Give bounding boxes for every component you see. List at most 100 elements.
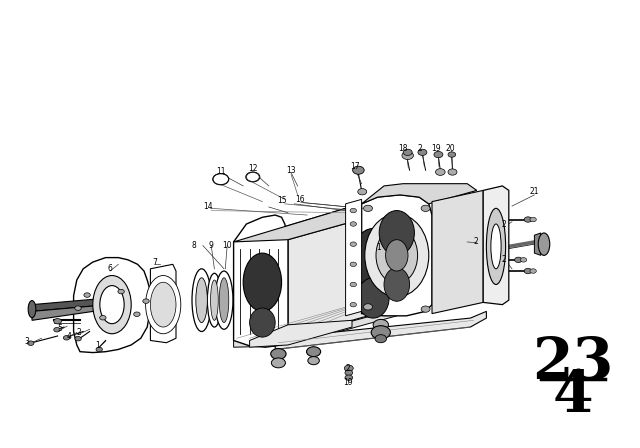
Text: 2: 2 (473, 237, 478, 246)
Polygon shape (74, 258, 150, 353)
Polygon shape (32, 305, 109, 320)
Ellipse shape (538, 233, 550, 255)
Text: 21: 21 (530, 187, 539, 196)
Text: 20: 20 (445, 144, 455, 153)
Text: 14: 14 (203, 202, 213, 211)
Ellipse shape (379, 211, 415, 255)
Circle shape (28, 341, 34, 345)
Circle shape (350, 302, 356, 307)
Ellipse shape (93, 276, 131, 334)
Circle shape (434, 151, 443, 158)
Polygon shape (346, 208, 400, 307)
Ellipse shape (308, 357, 319, 365)
Circle shape (54, 319, 61, 324)
Polygon shape (362, 195, 432, 316)
Circle shape (134, 312, 140, 316)
Ellipse shape (491, 224, 501, 269)
Circle shape (421, 306, 430, 312)
Polygon shape (346, 199, 362, 316)
Ellipse shape (196, 278, 207, 323)
Circle shape (75, 306, 81, 310)
Ellipse shape (357, 278, 389, 318)
Text: 8: 8 (191, 241, 196, 250)
Ellipse shape (435, 168, 445, 176)
Ellipse shape (376, 228, 418, 284)
Text: 7: 7 (152, 258, 157, 267)
Text: 4: 4 (552, 368, 593, 425)
Text: 17: 17 (350, 162, 360, 171)
Text: 12: 12 (248, 164, 257, 173)
Circle shape (307, 347, 321, 357)
Circle shape (375, 335, 387, 343)
Circle shape (345, 375, 353, 380)
Text: 1: 1 (95, 341, 100, 350)
Ellipse shape (271, 358, 285, 368)
Polygon shape (275, 311, 486, 349)
Ellipse shape (192, 269, 211, 332)
Text: 4: 4 (67, 332, 72, 340)
Circle shape (520, 258, 527, 262)
Polygon shape (32, 298, 109, 311)
Text: 16: 16 (294, 195, 305, 204)
Circle shape (353, 166, 364, 174)
Circle shape (54, 327, 60, 332)
Circle shape (96, 347, 102, 352)
Polygon shape (432, 190, 483, 314)
Ellipse shape (212, 173, 229, 185)
Circle shape (524, 217, 532, 222)
Polygon shape (534, 233, 541, 255)
Polygon shape (288, 208, 400, 338)
Circle shape (350, 262, 356, 267)
Circle shape (213, 174, 228, 185)
Ellipse shape (448, 169, 457, 175)
Ellipse shape (215, 271, 233, 329)
Ellipse shape (365, 214, 429, 297)
Ellipse shape (243, 253, 282, 311)
Ellipse shape (358, 189, 367, 195)
Polygon shape (250, 320, 352, 347)
Ellipse shape (352, 228, 394, 287)
Circle shape (530, 269, 536, 273)
Circle shape (448, 152, 456, 157)
Text: 2: 2 (502, 220, 507, 228)
Text: 11: 11 (216, 167, 225, 176)
Text: 2: 2 (76, 328, 81, 337)
Ellipse shape (486, 208, 506, 284)
Text: 18: 18 (399, 144, 408, 153)
Text: 1: 1 (376, 243, 381, 252)
Text: 15: 15 (276, 196, 287, 205)
Text: 2: 2 (417, 144, 422, 153)
Ellipse shape (207, 273, 221, 327)
Circle shape (364, 205, 372, 211)
Polygon shape (362, 184, 477, 204)
Text: 19: 19 (342, 378, 353, 387)
Circle shape (373, 319, 388, 330)
Text: 13: 13 (286, 166, 296, 175)
Polygon shape (234, 309, 397, 347)
Circle shape (344, 365, 353, 371)
Circle shape (350, 282, 356, 287)
Circle shape (118, 289, 124, 294)
Text: 6: 6 (108, 264, 113, 273)
Text: 9: 9 (209, 241, 214, 250)
Text: 2: 2 (502, 255, 507, 264)
Circle shape (246, 172, 259, 181)
Ellipse shape (246, 172, 260, 182)
Circle shape (271, 349, 286, 359)
Circle shape (524, 268, 532, 274)
Polygon shape (234, 208, 400, 242)
Ellipse shape (385, 240, 408, 271)
Circle shape (100, 315, 106, 320)
Circle shape (75, 336, 81, 341)
Circle shape (84, 293, 90, 297)
Ellipse shape (146, 276, 180, 334)
Circle shape (364, 304, 372, 310)
Polygon shape (150, 264, 176, 343)
Text: 23: 23 (532, 335, 614, 391)
Ellipse shape (211, 280, 218, 320)
Circle shape (345, 370, 353, 375)
Ellipse shape (150, 282, 176, 327)
Circle shape (350, 242, 356, 246)
Text: 10: 10 (222, 241, 232, 250)
Ellipse shape (402, 151, 413, 159)
